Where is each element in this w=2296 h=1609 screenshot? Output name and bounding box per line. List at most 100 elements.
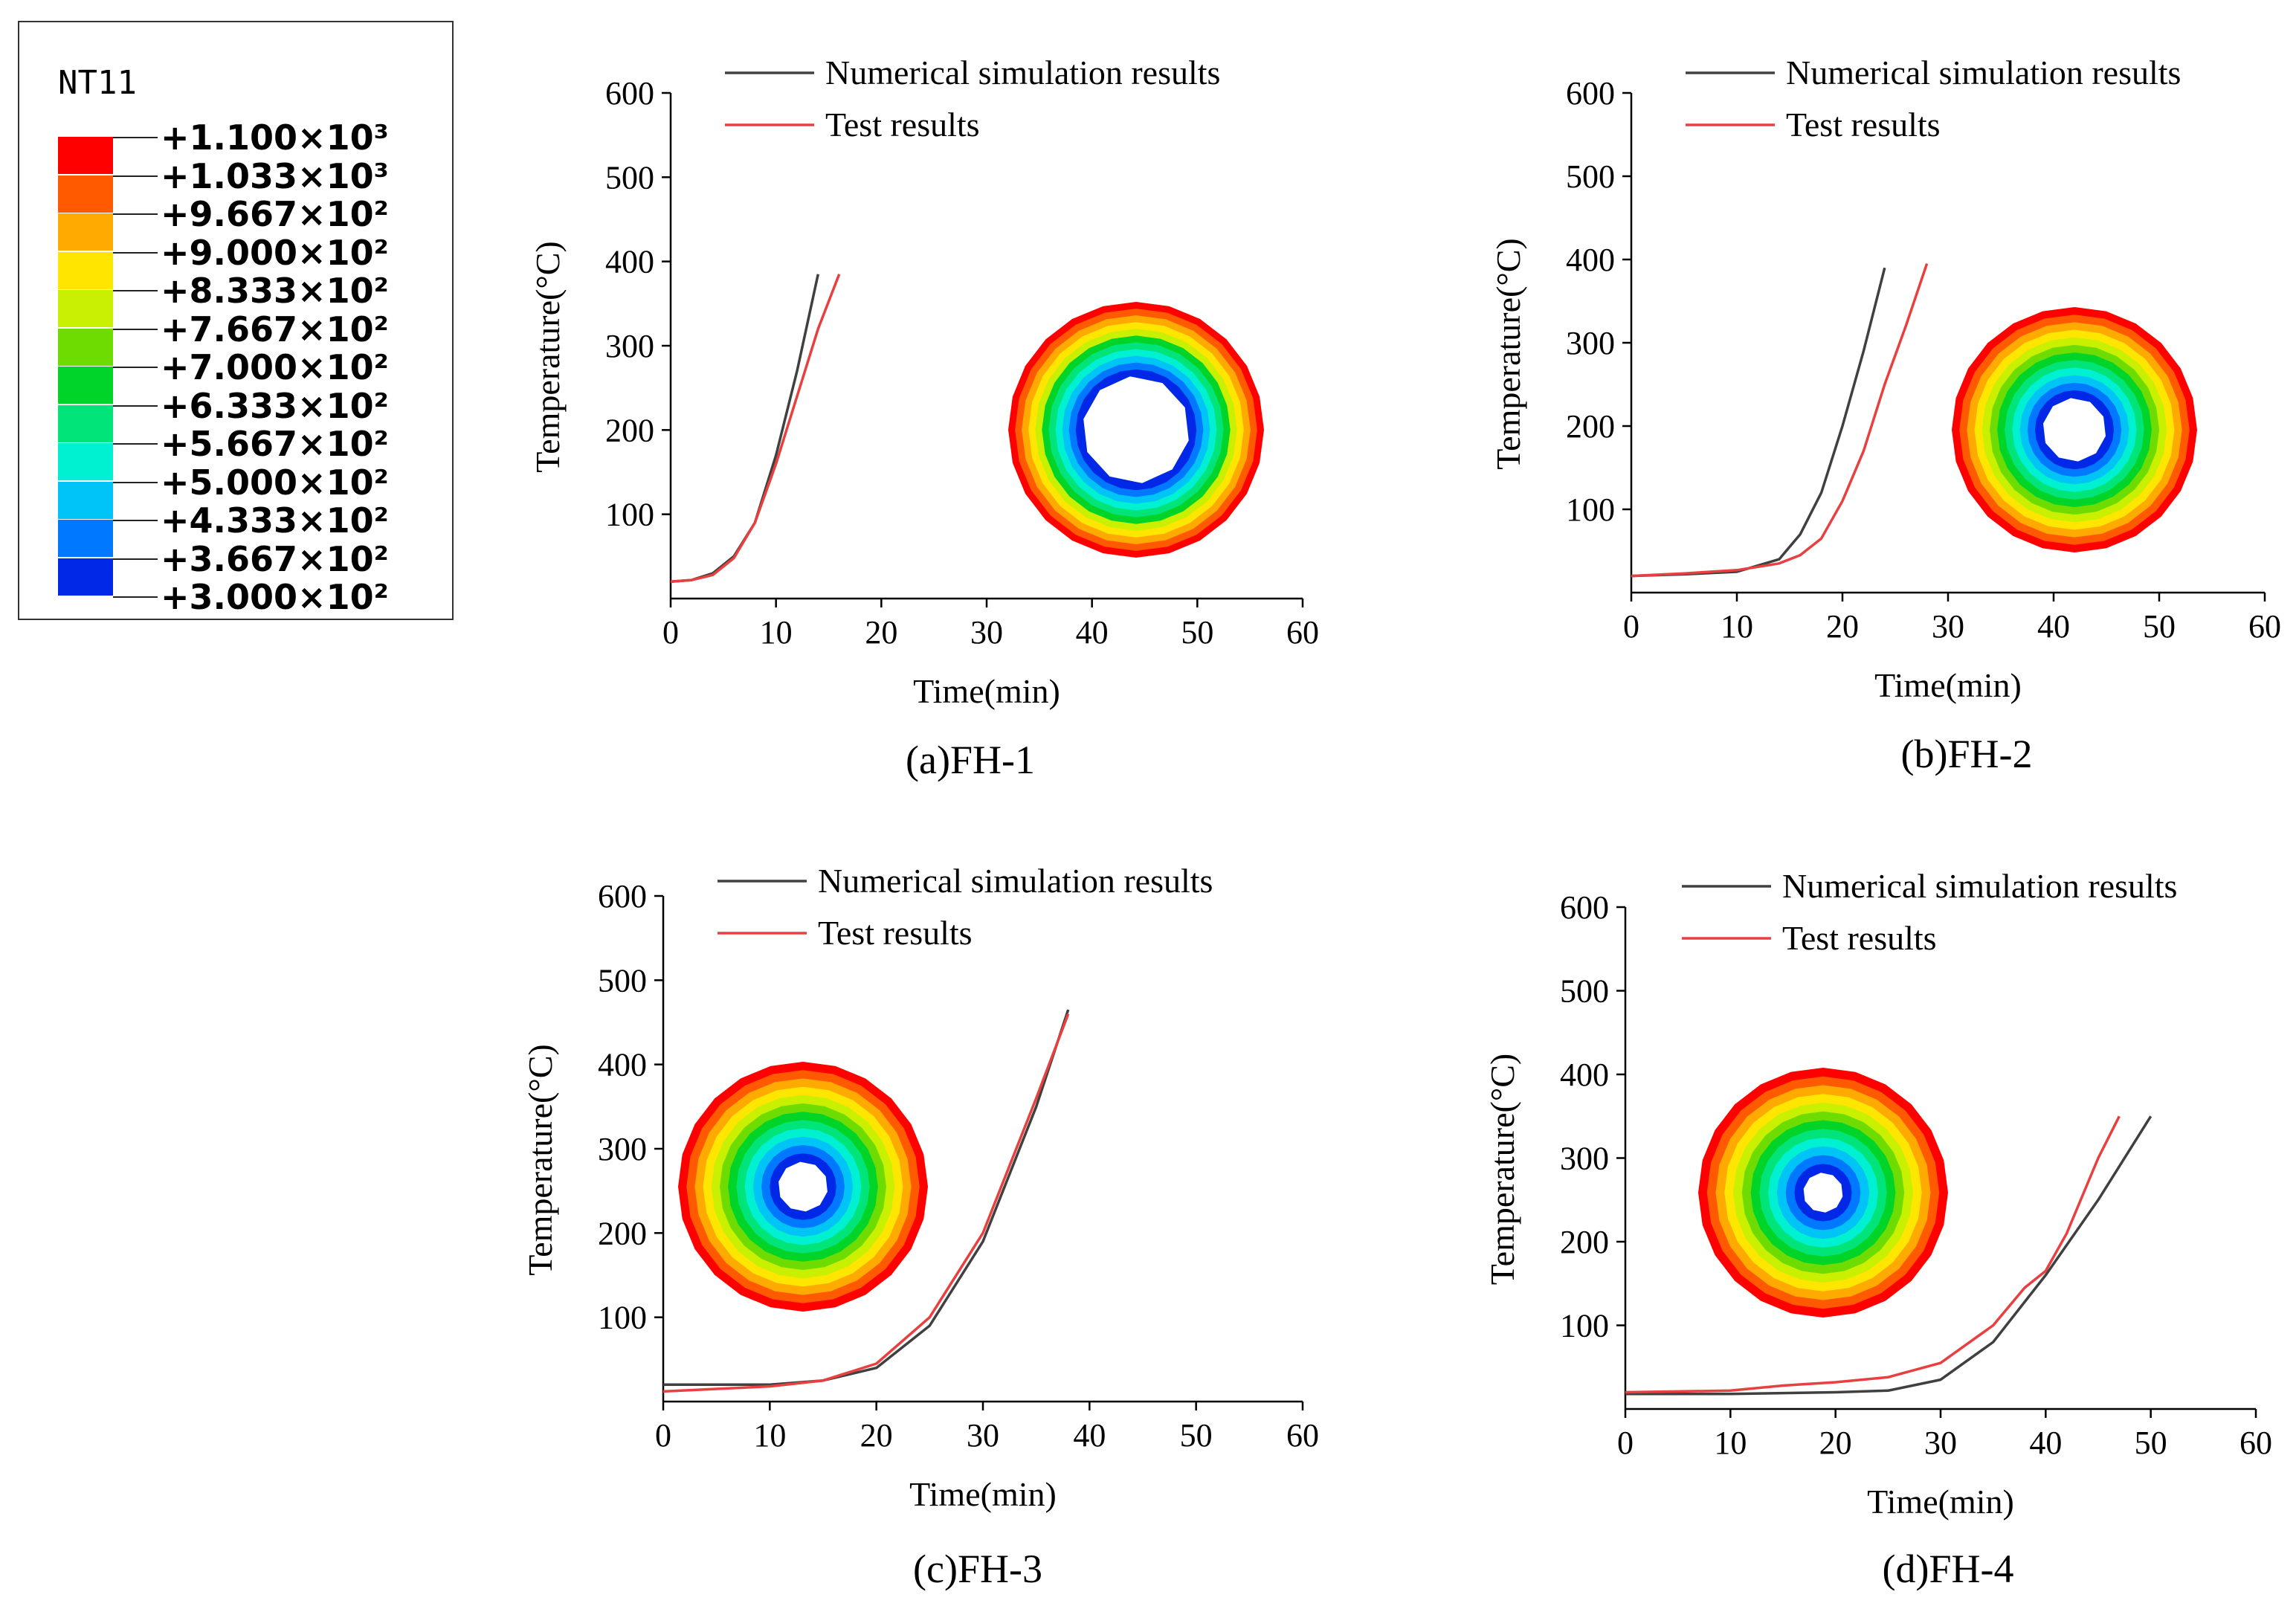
x-axis-title: Time(min) — [1867, 1483, 2014, 1521]
legend-level-label: +3.667×10² — [161, 538, 389, 579]
chart-2: 0 10 20 30 40 50 60 100 200 300 400 500 600 Time(min)… — [1489, 54, 2281, 776]
x-tick-label: 40 — [1073, 1417, 1106, 1454]
legend-swatch — [58, 251, 113, 289]
y-tick-label: 600 — [1566, 75, 1615, 112]
y-tick-label: 400 — [1566, 242, 1615, 278]
y-tick-label: 400 — [598, 1047, 647, 1083]
contour-cross-section — [1952, 307, 2197, 552]
legend-tick — [113, 443, 158, 445]
x-tick-label: 20 — [865, 614, 897, 651]
y-axis-title: Temperature(°C) — [529, 241, 567, 472]
y-tick-label: 200 — [1560, 1224, 1609, 1260]
y-tick-label: 400 — [605, 244, 654, 280]
legend-level-label: +6.333×10² — [161, 385, 389, 426]
legend-tick — [113, 481, 158, 483]
legend-tick — [113, 404, 158, 407]
contour-hole — [1083, 376, 1189, 483]
x-tick-label: 40 — [1076, 614, 1109, 651]
y-tick-label: 500 — [605, 159, 654, 196]
y-tick-label: 300 — [1560, 1141, 1609, 1177]
chart-3: 0 10 20 30 40 50 60 100 200 300 400 500 600 Time(min)… — [521, 862, 1319, 1591]
y-tick-label: 500 — [1560, 973, 1609, 1010]
legend-swatch — [58, 175, 113, 213]
x-tick-label: 0 — [1623, 608, 1639, 645]
contour-cross-section — [1008, 302, 1264, 558]
y-tick-label: 200 — [605, 412, 654, 448]
x-tick-label: 50 — [2135, 1425, 2167, 1461]
x-tick-label: 30 — [1924, 1425, 1957, 1461]
y-tick-label: 500 — [1566, 158, 1615, 195]
series-line-test — [662, 1013, 1070, 1393]
legend-tick — [113, 175, 158, 177]
x-tick-label: 20 — [1826, 608, 1859, 645]
x-axis-title: Time(min) — [909, 1475, 1057, 1513]
legend-swatch — [58, 404, 113, 442]
contour-hole — [1803, 1173, 1843, 1213]
legend-swatch — [58, 520, 113, 557]
legend-level-label: +9.000×10² — [161, 232, 389, 273]
chart-caption: (a)FH-1 — [906, 738, 1035, 782]
x-tick-label: 0 — [655, 1417, 671, 1454]
x-tick-label: 60 — [1286, 614, 1319, 651]
legend-level-label: +4.333×10² — [161, 500, 389, 541]
series-line-test — [670, 274, 841, 584]
chart-caption: (c)FH-3 — [913, 1547, 1042, 1591]
legend-title: NT11 — [58, 64, 137, 102]
series-line-test — [1631, 263, 1929, 578]
y-tick-label: 200 — [1566, 408, 1615, 445]
y-tick-label: 100 — [1560, 1308, 1609, 1344]
legend-tick — [113, 367, 158, 368]
legend-level-label: +7.000×10² — [161, 347, 389, 387]
x-tick-label: 10 — [753, 1417, 786, 1454]
chart-caption: (d)FH-4 — [1883, 1547, 2014, 1591]
y-tick-label: 600 — [598, 878, 647, 915]
legend-tick — [113, 558, 158, 560]
legend-level-label: +1.033×10³ — [161, 155, 389, 196]
legend-tick — [113, 520, 158, 521]
contour-hole — [778, 1161, 828, 1212]
legend-entry: Numerical simulation results — [1782, 867, 2177, 905]
y-tick-label: 600 — [605, 75, 654, 112]
y-tick-label: 200 — [598, 1215, 647, 1251]
x-tick-label: 0 — [1617, 1425, 1634, 1461]
y-tick-label: 300 — [1566, 325, 1615, 361]
legend-level-label: +5.000×10² — [161, 462, 389, 503]
x-tick-label: 40 — [2029, 1425, 2062, 1461]
series-line-numerical — [1625, 1115, 2152, 1396]
x-tick-label: 30 — [1932, 608, 1964, 645]
legend-level-label: +8.333×10² — [161, 271, 389, 311]
contour-legend: NT11 +1.100×10³ +1.033×10³ +9.667×10² +9.00… — [18, 21, 454, 620]
y-tick-label: 300 — [605, 328, 654, 364]
legend-swatch — [58, 481, 113, 519]
legend-tick — [113, 328, 158, 330]
x-tick-label: 10 — [1721, 608, 1753, 645]
chart-1: 0 10 20 30 40 50 60 100 200 300 400 500 600 Time(min)… — [529, 54, 1319, 782]
x-tick-label: 30 — [967, 1417, 999, 1454]
chart-caption: (b)FH-2 — [1901, 732, 2033, 776]
series-line-numerical — [1631, 267, 1886, 578]
x-tick-label: 10 — [760, 614, 793, 651]
contour-cross-section — [678, 1062, 928, 1312]
legend-tick — [113, 251, 158, 254]
series-line-test — [1625, 1115, 2121, 1394]
chart-4: 0 10 20 30 40 50 60 100 200 300 400 500 600 Time(min)… — [1483, 867, 2272, 1591]
x-tick-label: 20 — [1819, 1425, 1852, 1461]
y-axis-title: Temperature(°C) — [1489, 238, 1527, 469]
legend-swatch — [58, 443, 113, 480]
x-axis-title: Time(min) — [913, 672, 1060, 710]
y-tick-label: 100 — [605, 497, 654, 533]
legend-entry: Test results — [818, 914, 973, 952]
x-tick-label: 40 — [2037, 608, 2070, 645]
contour-hole — [2043, 398, 2106, 462]
legend-swatch — [58, 558, 113, 596]
legend-level-label: +3.000×10² — [161, 577, 389, 617]
legend-entry: Test results — [1782, 919, 1937, 957]
legend-level-label: +9.667×10² — [161, 194, 389, 234]
y-tick-label: 100 — [1566, 491, 1615, 528]
legend-level-label: +5.667×10² — [161, 424, 389, 464]
legend-entry: Test results — [825, 106, 980, 144]
legend-entry: Numerical simulation results — [818, 862, 1213, 900]
legend-level-label: +7.667×10² — [161, 309, 389, 349]
x-tick-label: 50 — [2143, 608, 2176, 645]
legend-entry: Test results — [1786, 106, 1941, 144]
